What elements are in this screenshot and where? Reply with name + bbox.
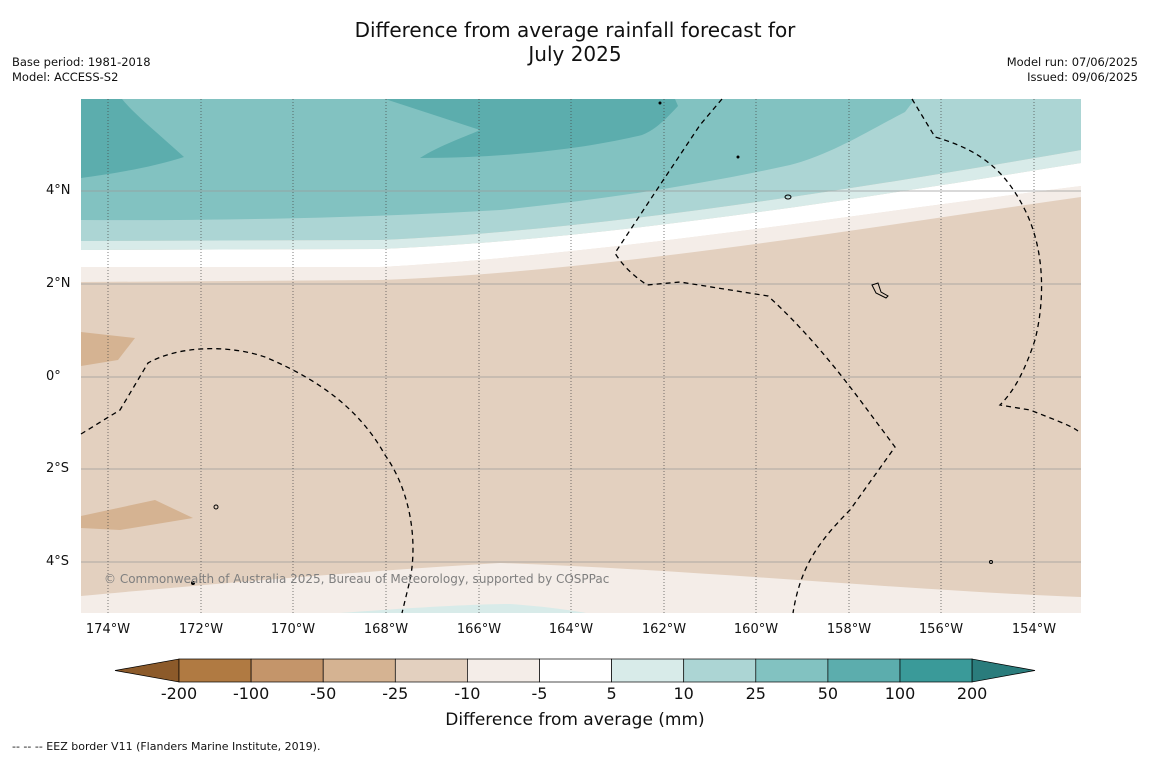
longitude-label: 162°W [641,622,687,637]
colorbar-segment [683,658,757,683]
colorbar-tick-label: 25 [745,684,766,703]
title-line-2: July 2025 [528,42,622,66]
colorbar-segment [755,658,829,683]
colorbar-tick-label: -50 [310,684,337,703]
colorbar-segment [250,658,324,683]
copyright-text: © Commonwealth of Australia 2025, Bureau… [104,572,610,586]
eez-border-east [911,98,1079,432]
colorbar-title: Difference from average (mm) [445,710,705,730]
metadata-left: Base period: 1981-2018 Model: ACCESS-S2 [12,55,151,85]
latitude-gridlines [81,190,1081,563]
colorbar-segment [467,658,540,683]
colorbar-tick-label: -25 [382,684,409,703]
map-panel [81,99,1081,613]
band-neutral-north [81,163,1081,267]
colorbar-segment [178,658,252,683]
colorbar-segment [539,658,612,683]
colorbar-extend-high [971,658,1036,683]
longitude-label: 168°W [363,622,409,637]
longitude-label: 164°W [548,622,594,637]
issued-text: Issued: 09/06/2025 [1027,70,1138,84]
eez-borders [80,98,1079,614]
colorbar-segment [827,658,901,683]
island-top [658,101,662,105]
longitude-label: 174°W [85,622,131,637]
band-50-100-central [385,99,678,158]
band-5-10-south [340,604,586,613]
island-mid [736,155,740,159]
latitude-label: 2°S [46,461,70,476]
eez-border-west [80,348,414,614]
band--10-5-north [81,186,1081,282]
footer-note: -- -- -- EEZ border V11 (Flanders Marine… [12,740,321,753]
model-run-text: Model run: 07/06/2025 [1006,55,1138,69]
colorbar-tick-label: -200 [160,684,198,703]
island-southwest [213,504,219,510]
island-north [784,194,792,200]
latitude-label: 4°S [46,554,70,569]
colorbar-segment [899,658,973,683]
latitude-label: 0° [46,369,61,384]
colorbar-tick-label: -5 [531,684,548,703]
colorbar-tick-label: 200 [956,684,988,703]
eez-border-central [614,98,896,614]
colorbar-tick-label: 5 [606,684,617,703]
longitude-label: 172°W [178,622,224,637]
longitude-label: 156°W [918,622,964,637]
island-southeast [989,560,993,564]
colorbar-segment [611,658,685,683]
colorbar-tick-label: 100 [884,684,916,703]
colorbar-tick-label: -100 [232,684,270,703]
latitude-label: 2°N [46,276,71,291]
model-text: Model: ACCESS-S2 [12,70,119,84]
longitude-label: 166°W [456,622,502,637]
colorbar-extend-low [114,658,180,683]
map-title: Difference from average rainfall forecas… [0,18,1150,66]
colorbar-tick-label: 50 [817,684,839,703]
band--50-25-southwest [81,500,193,530]
longitude-label: 160°W [733,622,779,637]
colorbar [114,658,1036,683]
base-period-text: Base period: 1981-2018 [12,55,151,69]
islands [191,101,993,585]
band-25-50 [81,99,915,221]
metadata-right: Model run: 07/06/2025 Issued: 09/06/2025 [1007,55,1138,85]
island-south [191,581,195,585]
colorbar-segment [322,658,396,683]
longitude-label: 158°W [826,622,872,637]
latitude-label: 4°N [46,183,71,198]
island-cluster-east [871,282,889,299]
band--10-5-south [81,563,1081,613]
colorbar-tick-label: -10 [454,684,481,703]
longitude-label: 154°W [1011,622,1057,637]
band-50-100-west [81,99,184,178]
band-5-10 [81,150,1081,250]
colorbar-segment [394,658,468,683]
title-line-1: Difference from average rainfall forecas… [354,18,796,42]
colorbar-tick-label: 10 [673,684,694,703]
longitude-label: 170°W [270,622,316,637]
